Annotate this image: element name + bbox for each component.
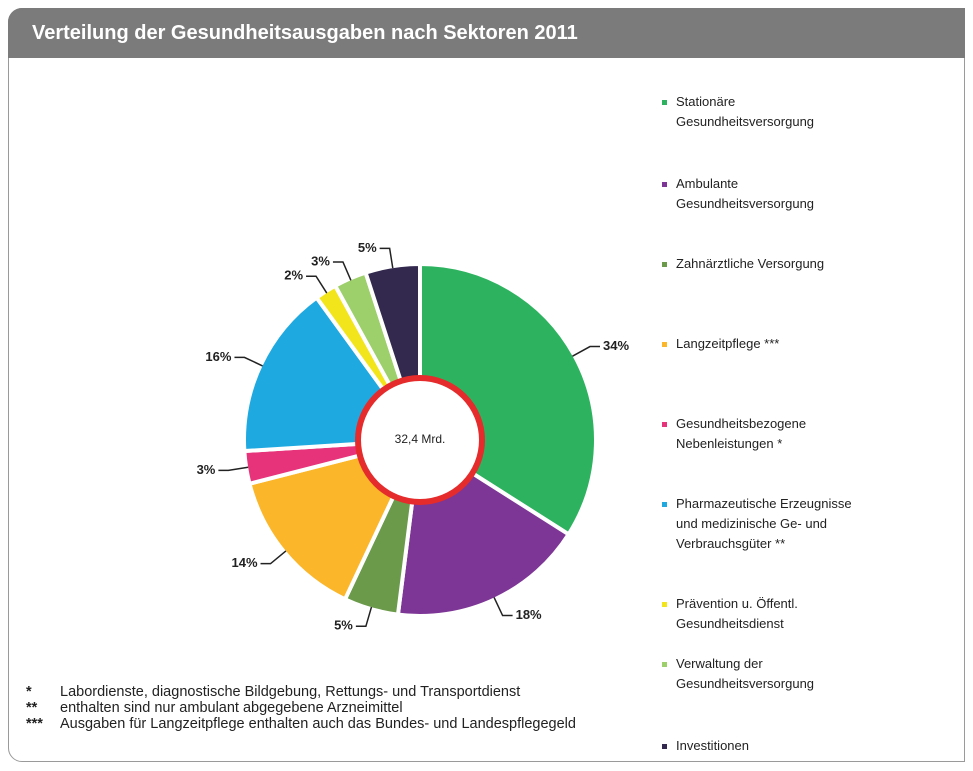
data-label: 14% [231,555,257,570]
legend-label: Stationäre Gesundheitsversorgung [676,94,815,129]
footnote-text: Labordienste, diagnostische Bildgebung, … [60,684,521,700]
legend-marker [662,342,667,347]
legend-label: Verwaltung der Gesundheitsversorgung [676,656,815,691]
leader-line [218,466,249,472]
footnote-marker: * [26,684,32,700]
footnote-marker: ** [26,700,38,716]
legend-item: Ambulante Gesundheitsversorgung [662,174,862,214]
data-label: 34% [603,338,629,353]
legend-label: Investitionen [676,738,749,753]
leader-line [572,345,601,357]
data-label: 3% [197,462,216,477]
leader-line [306,275,328,294]
legend-marker [662,502,667,507]
footnotes: * Labordienste, diagnostische Bildgebung,… [26,684,666,732]
legend-label: Langzeitpflege *** [676,336,780,351]
footnote: ** enthalten sind nur ambulant abgegebene… [26,700,666,716]
chart-title: Verteilung der Gesundheitsausgaben nach … [8,8,965,58]
legend-item: Verwaltung der Gesundheitsversorgung [662,654,862,694]
footnote-text: Ausgaben für Langzeitpflege enthalten au… [60,716,576,732]
legend-item: Stationäre Gesundheitsversorgung [662,92,862,132]
leader-line [260,550,287,565]
leader-line [332,261,352,281]
footnote: * Labordienste, diagnostische Bildgebung,… [26,684,666,700]
footnote: *** Ausgaben für Langzeitpflege enthalten… [26,716,666,732]
legend-marker [662,100,667,105]
legend-label: Prävention u. Öffentl. Gesundheitsdienst [676,596,798,631]
data-label: 18% [516,607,542,622]
footnote-text: enthalten sind nur ambulant abgegebene A… [60,700,403,716]
legend-label: Pharmazeutische Erzeugnisse und medizini… [676,496,852,551]
leader-line [234,356,263,367]
center-label: 32,4 Mrd. [395,432,446,446]
center-ring [355,375,485,505]
legend-marker [662,744,667,749]
legend-label: Gesundheitsbezogene Nebenleistungen * [676,416,807,451]
legend-marker [662,602,667,607]
legend-item: Pharmazeutische Erzeugnisse und medizini… [662,494,862,554]
legend-item: Investitionen [662,736,862,756]
data-label: 16% [205,349,231,364]
data-label: 5% [334,618,353,633]
legend-item: Langzeitpflege *** [662,334,862,354]
leader-line [355,606,373,628]
legend-item: Gesundheitsbezogene Nebenleistungen * [662,414,862,454]
legend-label: Zahnärztliche Versorgung [676,256,825,271]
data-label: 5% [358,240,377,255]
leader-line [493,597,513,617]
legend-item: Zahnärztliche Versorgung [662,254,862,274]
legend-label: Ambulante Gesundheitsversorgung [676,176,815,211]
legend-marker [662,262,667,267]
legend-marker [662,182,667,187]
data-label: 3% [311,253,330,268]
footnote-marker: *** [26,716,43,732]
legend-item: Prävention u. Öffentl. Gesundheitsdienst [662,594,862,634]
data-label: 2% [284,268,303,283]
leader-line [379,247,394,269]
legend-marker [662,662,667,667]
legend-marker [662,422,667,427]
